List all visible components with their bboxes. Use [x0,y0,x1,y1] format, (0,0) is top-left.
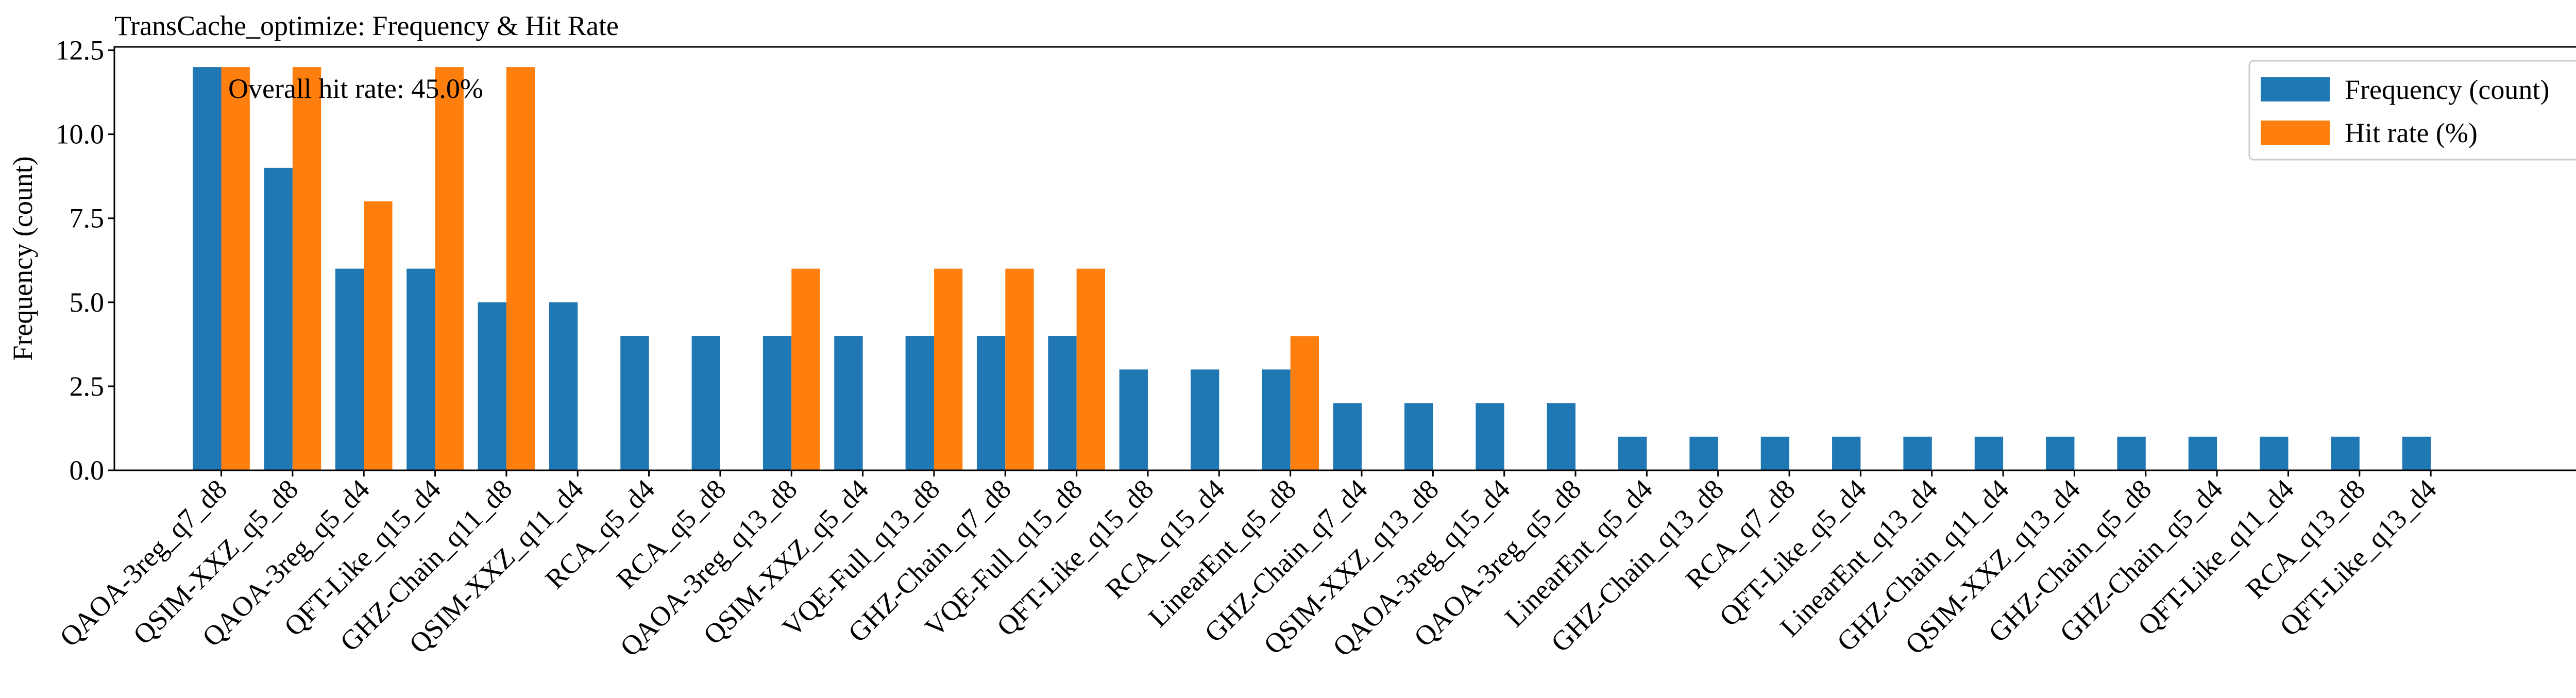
bar [1333,403,1362,470]
plot-frame [113,46,2576,471]
bar [791,268,820,470]
bar [976,336,1006,470]
bar [1262,369,1291,470]
bar [478,302,506,470]
bar [292,67,321,471]
bar [549,302,578,470]
bar [762,336,792,470]
bar [2188,436,2217,470]
bar [364,201,393,470]
bar [264,167,293,470]
legend-label: Hit rate (%) [2345,117,2478,148]
legend-box [2248,60,2576,161]
bar [435,67,464,471]
bar [406,268,435,470]
bar [1832,436,1861,470]
y-tick-label: 5.0 [70,287,105,318]
bar [2331,436,2360,470]
bar [335,268,364,470]
annotation: Overall hit rate: 45.0% [228,73,483,104]
legend-swatch [2261,77,2330,101]
bar [1476,403,1504,470]
bar [1076,268,1105,470]
y-tick-label: 10.0 [56,119,105,150]
bar [506,67,535,471]
bar [620,336,649,470]
bar [2046,436,2075,470]
bar [1760,436,1790,470]
bar [1005,268,1034,470]
bar [934,268,963,470]
bar [1974,436,2004,470]
bar [1618,436,1647,470]
bar [2260,436,2289,470]
bar [1404,403,1433,470]
legend-label: Frequency (count) [2345,74,2549,105]
bar [1689,436,1718,470]
bar [2117,436,2146,470]
bar [2402,436,2431,470]
bar [1190,369,1219,470]
bar [221,67,250,471]
chart-title: TransCache_optimize: Frequency & Hit Rat… [114,10,619,41]
bar [1290,336,1319,470]
y-tick-label: 0.0 [70,455,105,486]
bar [1119,369,1148,470]
bar [193,67,222,471]
bar [1903,436,1932,470]
y-tick-label: 2.5 [70,371,105,402]
bar [905,336,934,470]
legend-swatch [2261,121,2330,145]
y-tick-label: 12.5 [56,35,105,66]
bar [1048,336,1077,470]
y-axis-label: Frequency (count) [7,156,38,361]
bar [691,336,720,470]
bar [1547,403,1576,470]
y-tick-label: 7.5 [70,203,105,234]
bar [834,336,863,470]
